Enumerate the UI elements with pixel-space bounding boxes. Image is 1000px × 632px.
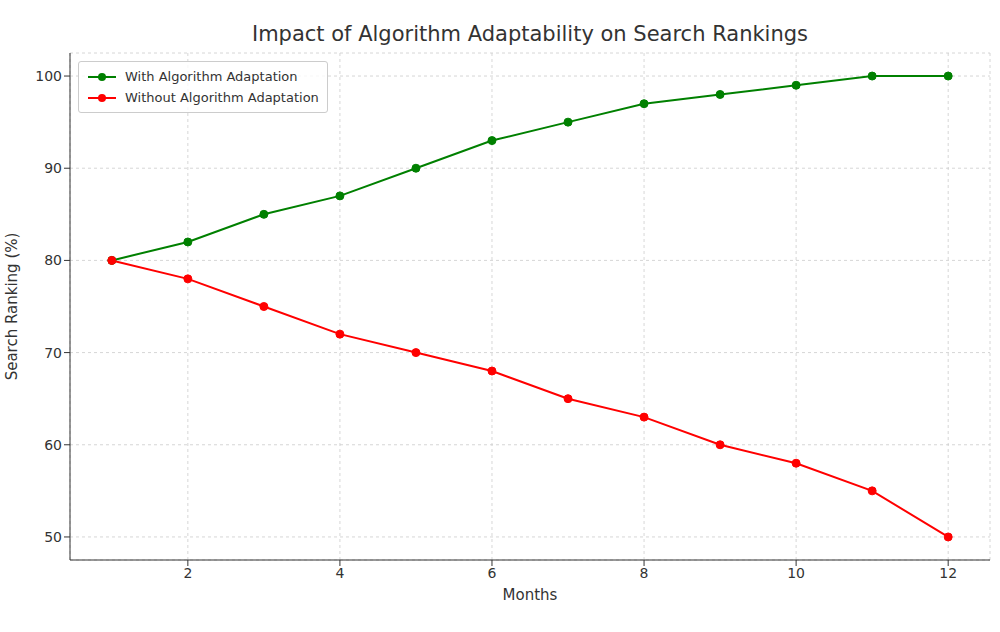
svg-text:12: 12	[939, 565, 957, 581]
svg-text:6: 6	[488, 565, 497, 581]
svg-text:4: 4	[335, 565, 344, 581]
svg-text:Months: Months	[503, 586, 558, 604]
svg-text:2: 2	[183, 565, 192, 581]
svg-text:8: 8	[640, 565, 649, 581]
svg-text:Search Ranking (%): Search Ranking (%)	[8, 233, 21, 381]
svg-text:60: 60	[44, 437, 62, 453]
html-text:Without Algorithm Adaptation: Without Algorithm Adaptation	[125, 90, 319, 105]
svg-text:100: 100	[35, 68, 62, 84]
html-text:Impact of Algorithm Adaptabili: Impact of Algorithm Adaptability on Sear…	[252, 22, 808, 46]
svg-text:50: 50	[44, 529, 62, 545]
svg-text:10: 10	[787, 565, 805, 581]
html-text:With Algorithm Adaptation: With Algorithm Adaptation	[125, 69, 298, 84]
svg-text:70: 70	[44, 345, 62, 361]
svg-text:90: 90	[44, 160, 62, 176]
svg-text:80: 80	[44, 252, 62, 268]
